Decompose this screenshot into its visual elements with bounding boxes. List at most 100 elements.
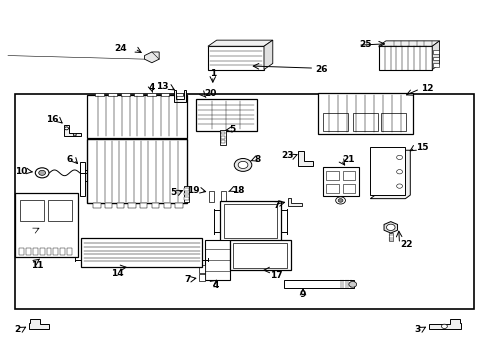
Bar <box>209 191 214 202</box>
Bar <box>220 130 225 145</box>
Bar <box>15 94 473 309</box>
Circle shape <box>64 127 68 130</box>
Bar <box>183 197 188 200</box>
Bar <box>204 240 229 280</box>
Circle shape <box>35 168 49 178</box>
Circle shape <box>396 155 402 159</box>
Polygon shape <box>173 90 185 102</box>
Bar <box>224 204 277 238</box>
Text: 14: 14 <box>111 269 124 278</box>
Bar <box>388 233 392 241</box>
Bar <box>229 240 290 270</box>
Bar <box>195 99 256 131</box>
Text: 24: 24 <box>114 44 126 53</box>
Text: 22: 22 <box>400 240 412 249</box>
Polygon shape <box>298 151 312 166</box>
Text: 12: 12 <box>420 84 433 93</box>
Text: 7: 7 <box>273 201 280 210</box>
Bar <box>183 193 188 195</box>
Polygon shape <box>378 41 439 46</box>
Circle shape <box>335 197 345 204</box>
Polygon shape <box>264 40 272 69</box>
Bar <box>183 186 189 202</box>
Bar <box>67 248 72 255</box>
Bar <box>432 63 438 67</box>
Bar <box>342 171 354 180</box>
Bar <box>283 280 353 288</box>
Bar <box>87 139 187 203</box>
Text: 7: 7 <box>184 275 190 284</box>
Bar <box>40 248 44 255</box>
Bar <box>95 93 103 96</box>
Text: 26: 26 <box>315 65 327 74</box>
Bar <box>80 162 85 196</box>
Circle shape <box>348 282 356 287</box>
Bar <box>147 93 156 96</box>
Text: 4: 4 <box>213 281 219 290</box>
Bar <box>342 184 354 193</box>
Bar <box>20 200 43 221</box>
Text: 9: 9 <box>299 291 305 300</box>
Text: 2: 2 <box>14 325 20 334</box>
Circle shape <box>73 134 76 136</box>
Bar <box>233 243 286 268</box>
Text: 15: 15 <box>415 143 428 152</box>
Text: 5: 5 <box>228 125 235 134</box>
Bar <box>33 248 38 255</box>
Polygon shape <box>64 126 81 136</box>
Polygon shape <box>144 52 159 63</box>
Bar <box>207 46 264 69</box>
Bar <box>108 93 117 96</box>
Bar <box>163 203 170 208</box>
Bar <box>140 203 147 208</box>
Bar <box>81 238 202 267</box>
Bar <box>199 265 204 273</box>
Polygon shape <box>207 40 272 46</box>
Text: 23: 23 <box>280 151 293 160</box>
Circle shape <box>441 324 447 328</box>
Bar <box>48 200 72 221</box>
Bar <box>175 203 182 208</box>
Text: 10: 10 <box>15 167 27 176</box>
Circle shape <box>386 224 394 230</box>
Bar <box>53 248 58 255</box>
Bar <box>105 203 112 208</box>
Text: 4: 4 <box>148 83 155 92</box>
Text: 3: 3 <box>414 325 420 334</box>
Polygon shape <box>369 150 409 199</box>
Bar <box>352 113 377 131</box>
Bar <box>134 93 143 96</box>
Text: 1: 1 <box>209 69 216 78</box>
Bar <box>322 167 358 196</box>
Text: 21: 21 <box>341 155 354 164</box>
Bar <box>117 203 124 208</box>
Circle shape <box>396 170 402 174</box>
Text: 13: 13 <box>156 82 168 91</box>
Circle shape <box>337 199 342 202</box>
Text: 16: 16 <box>46 115 58 124</box>
Bar <box>322 113 347 131</box>
Polygon shape <box>428 319 461 329</box>
Text: 8: 8 <box>254 155 260 164</box>
Bar <box>326 171 338 180</box>
Polygon shape <box>383 222 397 233</box>
Bar <box>87 95 187 138</box>
Bar <box>160 93 169 96</box>
Text: 5: 5 <box>170 188 176 197</box>
Bar <box>46 248 51 255</box>
Bar <box>60 248 65 255</box>
Circle shape <box>234 158 251 171</box>
Bar <box>152 203 159 208</box>
Bar <box>199 274 204 281</box>
Circle shape <box>39 170 45 175</box>
Bar <box>183 188 188 191</box>
Bar <box>93 203 101 208</box>
Text: 17: 17 <box>269 271 282 280</box>
Circle shape <box>396 184 402 188</box>
Bar <box>432 50 438 54</box>
Polygon shape <box>288 198 302 206</box>
Bar <box>121 93 130 96</box>
Bar <box>26 248 31 255</box>
Polygon shape <box>29 319 49 329</box>
Bar <box>221 191 225 202</box>
